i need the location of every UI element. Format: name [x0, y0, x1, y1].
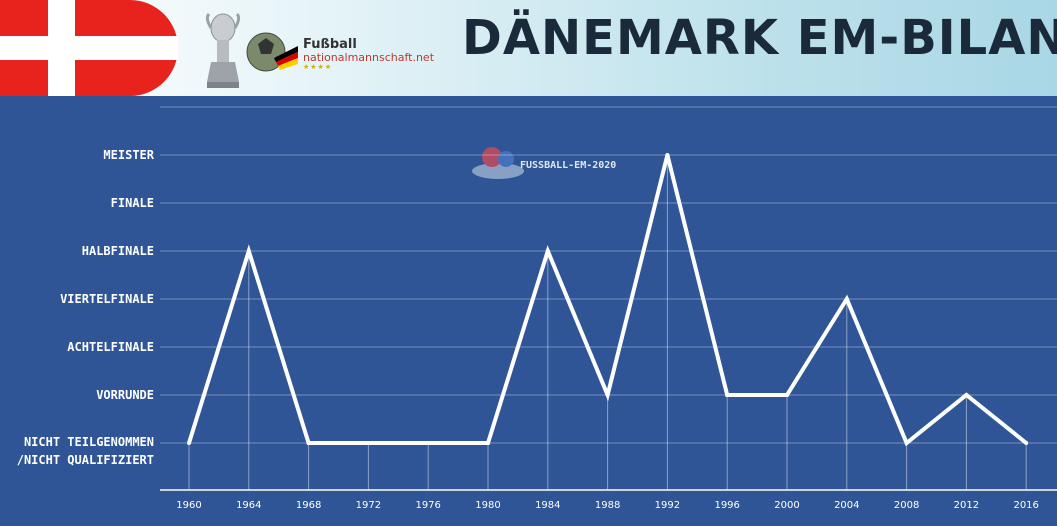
x-tick-label: 1992	[654, 500, 681, 511]
em-trophy-icon	[205, 12, 241, 88]
x-tick-label: 1964	[236, 500, 262, 511]
logo-stars: ★★★★	[303, 63, 333, 71]
data-point-2012	[964, 393, 969, 397]
data-point-2004	[844, 297, 849, 301]
logo-text-line1: Fußball	[303, 37, 357, 52]
page-title: DÄNEMARK EM-BILANZ	[462, 10, 1057, 66]
x-tick-label: 1984	[535, 500, 561, 511]
data-point-1996	[725, 393, 730, 397]
data-point-1984	[545, 249, 550, 253]
y-tick-label: NICHT TEILGENOMMEN/NICHT QUALIFIZIERT	[16, 435, 154, 467]
x-tick-label: 1972	[355, 500, 382, 511]
watermark-text: FUSSBALL-EM-2020	[520, 160, 617, 171]
denmark-flag-icon	[0, 0, 178, 96]
data-point-1968	[306, 441, 311, 445]
watermark-logo-icon	[472, 147, 524, 179]
y-tick-label: MEISTER	[103, 148, 154, 162]
y-tick-label: VORRUNDE	[96, 388, 154, 402]
data-point-2000	[785, 393, 789, 397]
x-tick-label: 2008	[893, 500, 920, 511]
y-tick-label: FINALE	[110, 196, 154, 210]
data-point-2008	[904, 441, 909, 445]
data-point-1964	[246, 249, 251, 253]
y-tick-label: VIERTELFINALE	[60, 292, 154, 306]
x-tick-label: 1988	[594, 500, 621, 511]
data-point-1960	[187, 441, 191, 445]
x-tick-label: 1968	[295, 500, 322, 511]
x-tick-label: 2012	[953, 500, 980, 511]
x-tick-label: 1980	[475, 500, 501, 511]
y-tick-label: ACHTELFINALE	[67, 340, 154, 354]
logo-text-line2: nationalmannschaft.net	[303, 51, 435, 64]
data-point-2016	[1024, 441, 1029, 445]
x-tick-label: 2000	[774, 500, 800, 511]
x-tick-label: 1976	[415, 500, 441, 511]
x-tick-label: 2004	[834, 500, 860, 511]
y-tick-label: HALBFINALE	[81, 244, 154, 258]
x-tick-label: 2016	[1013, 500, 1039, 511]
x-tick-label: 1960	[176, 500, 202, 511]
x-tick-label: 1996	[714, 500, 740, 511]
data-point-1980	[486, 441, 490, 445]
football-logo-icon	[246, 32, 298, 72]
data-point-1976	[426, 441, 431, 445]
data-point-1988	[605, 393, 610, 397]
data-point-1992	[665, 153, 670, 157]
data-point-1972	[366, 441, 371, 445]
header-banner: Fußball nationalmannschaft.net ★★★★ DÄNE…	[0, 0, 1057, 96]
